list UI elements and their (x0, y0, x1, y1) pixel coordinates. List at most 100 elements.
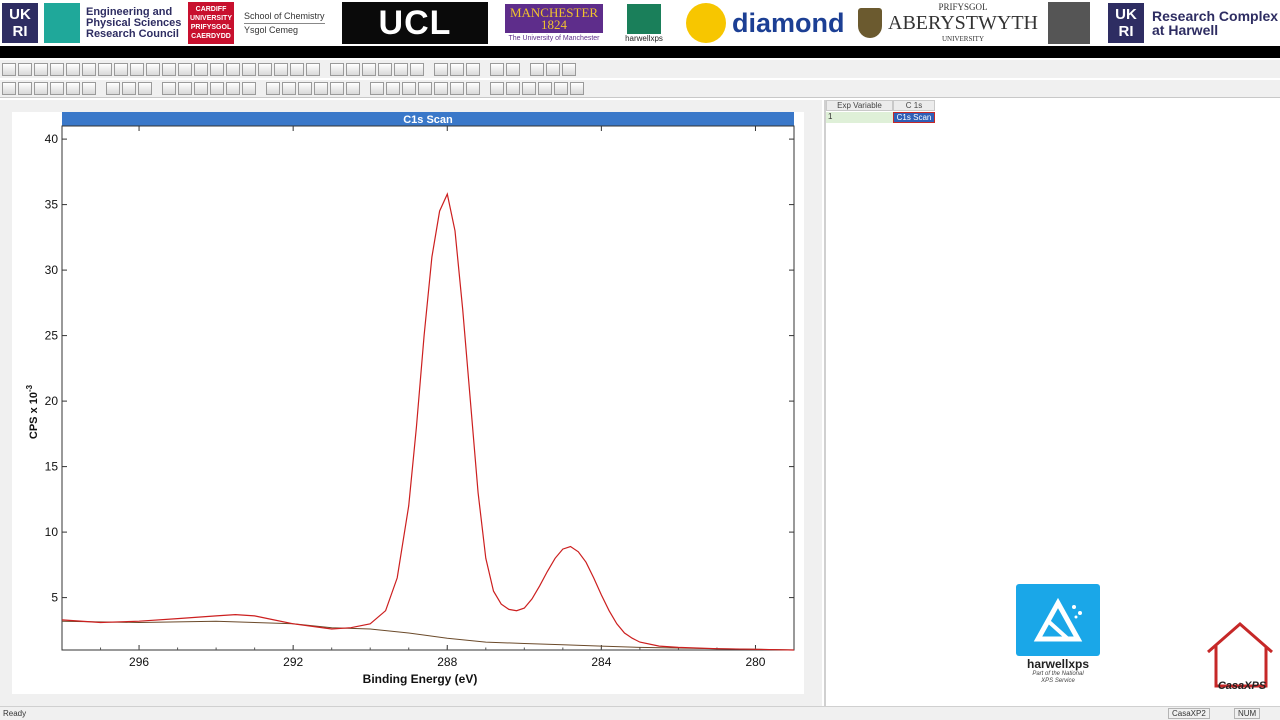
toolbar-button[interactable] (146, 62, 160, 76)
toolbar-button[interactable] (34, 82, 48, 95)
toolbar-button[interactable] (162, 82, 176, 95)
toolbar-button[interactable] (290, 62, 304, 76)
toolbar-button[interactable] (314, 82, 328, 95)
toolbar-button[interactable] (258, 62, 272, 76)
toolbar-button[interactable] (410, 62, 424, 76)
toolbar-button[interactable] (50, 82, 64, 95)
spectrum-line (61, 192, 795, 651)
toolbar-button[interactable] (530, 62, 544, 76)
toolbar-button[interactable] (522, 82, 536, 95)
toolbar-button[interactable] (570, 82, 584, 95)
spectrum-chart[interactable]: C1s Scan 5 10 15 20 25 30 35 40 296 292 288 284 280… (12, 112, 804, 694)
toolbar-button[interactable] (2, 62, 16, 76)
toolbar-button[interactable] (82, 62, 96, 76)
grid-header-exp-variable[interactable]: Exp Variable (826, 100, 893, 111)
toolbar-button[interactable] (194, 82, 208, 95)
toolbar-button[interactable] (178, 82, 192, 95)
diamond-sun-icon (686, 3, 726, 43)
toolbar-button[interactable] (466, 82, 480, 95)
toolbar-button[interactable] (506, 62, 520, 76)
toolbar-button[interactable] (434, 82, 448, 95)
toolbar-button[interactable] (394, 62, 408, 76)
toolbar-button[interactable] (210, 82, 224, 95)
toolbar-button[interactable] (34, 62, 48, 76)
toolbar-button[interactable] (178, 62, 192, 76)
plot-panel: C1s Scan 5 10 15 20 25 30 35 40 296 292 288 284 280… (0, 100, 822, 706)
toolbar-main (0, 60, 1280, 78)
grid-row-index[interactable]: 1 (826, 112, 893, 123)
toolbar-button[interactable] (66, 82, 80, 95)
toolbar-button[interactable] (378, 62, 392, 76)
toolbar-button[interactable] (226, 82, 240, 95)
toolbar-button[interactable] (402, 82, 416, 95)
toolbar-button[interactable] (210, 62, 224, 76)
toolbar-button[interactable] (306, 62, 320, 76)
toolbar-button[interactable] (130, 62, 144, 76)
grid-cell-c1s-scan[interactable]: C1s Scan (893, 112, 935, 123)
toolbar-button[interactable] (538, 82, 552, 95)
toolbar-button[interactable] (282, 82, 296, 95)
toolbar-button[interactable] (450, 62, 464, 76)
x-tick-label: 288 (437, 655, 457, 669)
toolbar-button[interactable] (370, 82, 384, 95)
toolbar-button[interactable] (106, 82, 120, 95)
aberystwyth-logo: PRIFYSGOL ABERYSTWYTH UNIVERSITY (858, 2, 1038, 44)
toolbar-button[interactable] (114, 62, 128, 76)
grid-header-c1s[interactable]: C 1s (893, 100, 935, 111)
y-tick-label: 15 (45, 460, 59, 474)
toolbar-button[interactable] (162, 62, 176, 76)
aberystwyth-top: PRIFYSGOL (938, 2, 988, 12)
toolbar-button[interactable] (226, 62, 240, 76)
toolbar-button[interactable] (346, 62, 360, 76)
toolbar-button[interactable] (194, 62, 208, 76)
toolbar-button[interactable] (330, 62, 344, 76)
toolbar-button[interactable] (98, 62, 112, 76)
grey-logo-icon (1048, 2, 1090, 44)
toolbar-button[interactable] (386, 82, 400, 95)
status-num: NUM (1234, 708, 1261, 719)
plot-frame (61, 125, 795, 651)
diamond-logo: diamond (686, 2, 845, 44)
aberystwyth-bottom: UNIVERSITY (942, 35, 984, 43)
toolbar-button[interactable] (138, 82, 152, 95)
toolbar-button[interactable] (330, 82, 344, 95)
toolbar-button[interactable] (450, 82, 464, 95)
toolbar-button[interactable] (506, 82, 520, 95)
ukri-epsrc-logo: UK RI Engineering and Physical Sciences … (2, 2, 181, 44)
toolbar-button[interactable] (266, 82, 280, 95)
cardiff-logo: CARDIFF UNIVERSITY PRIFYSGOL CAERDYDD Sc… (188, 2, 325, 44)
toolbar-button[interactable] (242, 82, 256, 95)
status-bar: Ready CasaXP2 NUM (0, 706, 1280, 720)
toolbar-processing (0, 80, 1280, 98)
toolbar-button[interactable] (466, 62, 480, 76)
toolbar-button[interactable] (346, 82, 360, 95)
manchester-name: MANCHESTER (509, 4, 599, 20)
toolbar-button[interactable] (2, 82, 16, 95)
toolbar-button[interactable] (298, 82, 312, 95)
toolbar-button[interactable] (122, 82, 136, 95)
toolbar-button[interactable] (434, 62, 448, 76)
toolbar-button[interactable] (418, 82, 432, 95)
toolbar-button[interactable] (546, 62, 560, 76)
ukri-mark: UK RI (2, 3, 38, 43)
toolbar-button[interactable] (18, 62, 32, 76)
toolbar-button[interactable] (18, 82, 32, 95)
toolbar-button[interactable] (362, 62, 376, 76)
y-tick-label: 10 (45, 525, 59, 539)
toolbar-button[interactable] (554, 82, 568, 95)
toolbar-button[interactable] (242, 62, 256, 76)
toolbar-button[interactable] (274, 62, 288, 76)
aberystwyth-name: ABERYSTWYTH (888, 12, 1038, 34)
toolbar-button[interactable] (490, 82, 504, 95)
harwell-xps-logo: harwellxps (618, 2, 670, 44)
harwell-xps-service-sub: Part of the National (1032, 671, 1084, 677)
toolbar-button[interactable] (50, 62, 64, 76)
casaxps-house-icon: CasaXPS (1207, 622, 1273, 692)
cardiff-line: CARDIFF (195, 6, 227, 13)
ukri-mark-2: UK RI (1108, 3, 1144, 43)
toolbar-button[interactable] (66, 62, 80, 76)
toolbar-button[interactable] (562, 62, 576, 76)
toolbar-button[interactable] (490, 62, 504, 76)
epsrc-line: Physical Sciences (86, 16, 182, 29)
toolbar-button[interactable] (82, 82, 96, 95)
